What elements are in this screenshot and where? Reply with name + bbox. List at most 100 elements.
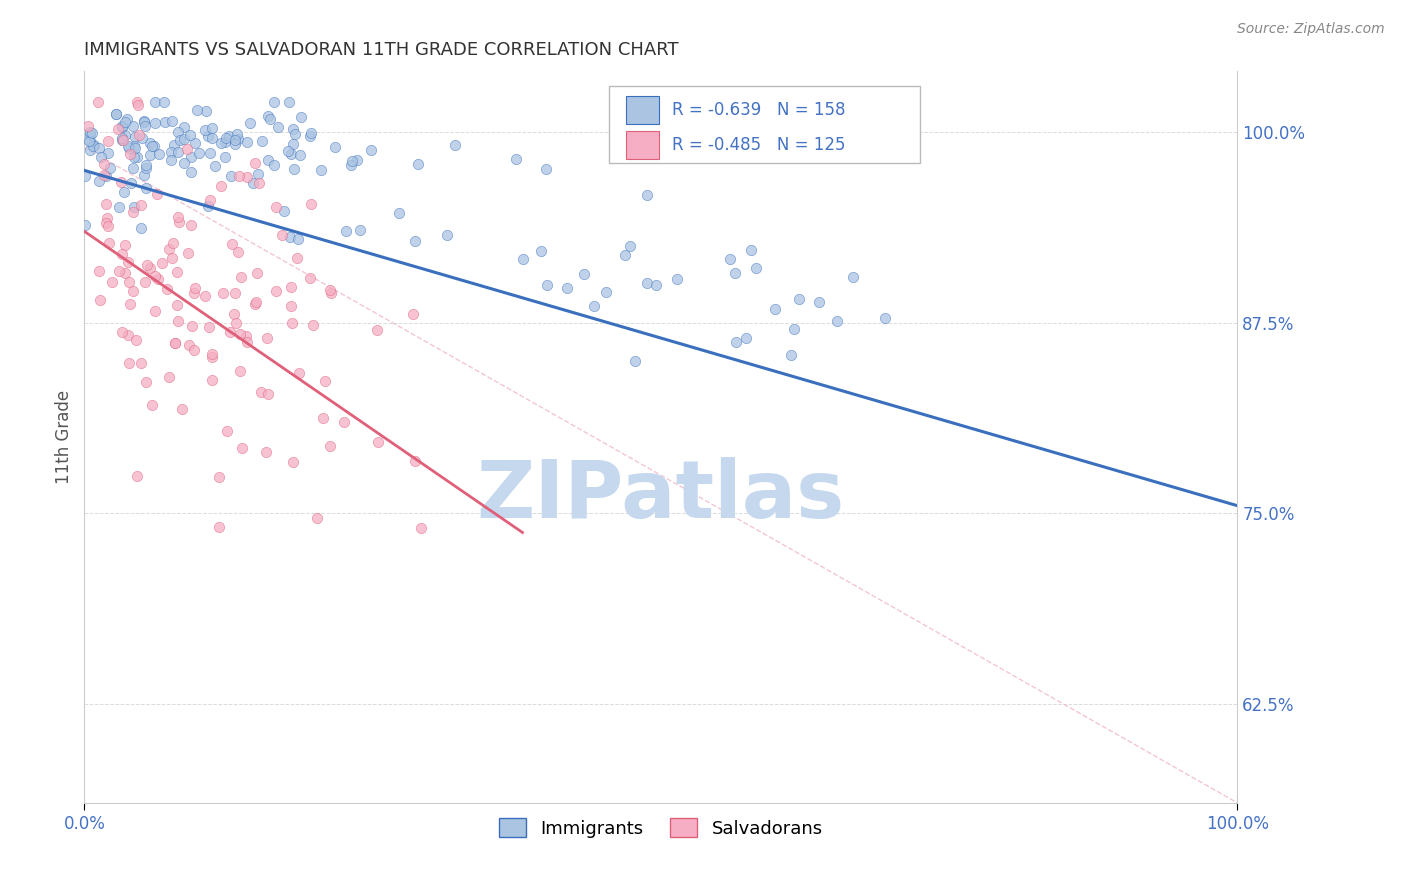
- Point: [98, 161, 121, 175]
- Point: [218, 128, 240, 143]
- Point: [197, 320, 219, 334]
- Point: [82, 139, 104, 153]
- Point: [131, 131, 153, 145]
- Point: [665, 272, 688, 286]
- Point: [745, 260, 768, 275]
- Point: [198, 145, 221, 160]
- Point: [173, 120, 195, 135]
- Point: [277, 145, 299, 159]
- Point: [250, 134, 273, 148]
- Point: [176, 246, 198, 260]
- Point: [76, 119, 98, 133]
- Point: [114, 238, 136, 252]
- Point: [284, 128, 307, 142]
- Point: [218, 325, 240, 339]
- Point: [231, 441, 253, 455]
- Point: [166, 265, 188, 279]
- Point: [180, 165, 202, 179]
- Point: [224, 285, 246, 300]
- Point: [242, 176, 264, 190]
- Point: [201, 373, 224, 387]
- Point: [201, 347, 224, 361]
- Point: [134, 119, 156, 133]
- Point: [166, 210, 188, 224]
- Point: [229, 364, 252, 378]
- Point: [212, 286, 235, 301]
- Point: [108, 200, 131, 214]
- Point: [111, 247, 134, 261]
- Point: [110, 175, 132, 189]
- Point: [145, 186, 167, 201]
- Point: [96, 211, 118, 225]
- Point: [209, 179, 232, 194]
- Point: [280, 147, 302, 161]
- Point: [167, 145, 190, 159]
- Text: Source: ZipAtlas.com: Source: ZipAtlas.com: [1237, 22, 1385, 37]
- Point: [194, 289, 217, 303]
- FancyBboxPatch shape: [626, 96, 658, 124]
- Point: [198, 193, 221, 207]
- Point: [94, 169, 117, 183]
- Point: [89, 293, 111, 308]
- Point: [595, 285, 617, 299]
- Point: [141, 398, 163, 412]
- Point: [215, 425, 238, 439]
- Point: [280, 299, 302, 313]
- Point: [335, 224, 357, 238]
- Point: [231, 270, 253, 285]
- Point: [165, 336, 187, 351]
- Point: [129, 198, 152, 212]
- Point: [132, 114, 155, 128]
- Point: [245, 295, 267, 310]
- Point: [139, 260, 162, 275]
- Point: [139, 148, 162, 162]
- Point: [342, 154, 364, 169]
- Point: [333, 416, 356, 430]
- Point: [180, 151, 202, 165]
- Point: [287, 232, 309, 246]
- Point: [89, 141, 111, 155]
- Point: [125, 333, 148, 347]
- Point: [176, 142, 198, 156]
- Point: [124, 139, 146, 153]
- Point: [875, 311, 897, 326]
- Point: [236, 334, 259, 349]
- Point: [124, 141, 146, 155]
- Point: [104, 107, 127, 121]
- Point: [319, 283, 342, 297]
- Point: [97, 219, 120, 233]
- Point: [299, 196, 322, 211]
- Point: [572, 267, 595, 281]
- Point: [436, 228, 458, 243]
- Point: [740, 244, 762, 258]
- Point: [250, 385, 273, 400]
- Point: [763, 302, 786, 317]
- Point: [263, 158, 285, 172]
- Point: [257, 153, 280, 167]
- Point: [153, 114, 176, 128]
- Point: [163, 137, 186, 152]
- Point: [165, 336, 187, 351]
- Point: [299, 128, 322, 143]
- Point: [246, 167, 269, 181]
- Point: [132, 169, 155, 183]
- Point: [128, 128, 150, 142]
- Point: [270, 228, 292, 243]
- Point: [204, 160, 226, 174]
- Point: [224, 136, 246, 151]
- Point: [108, 264, 131, 278]
- Point: [94, 197, 117, 211]
- Point: [105, 107, 128, 121]
- Point: [236, 170, 259, 185]
- Point: [97, 135, 120, 149]
- Point: [166, 314, 188, 328]
- Point: [117, 139, 139, 153]
- Point: [301, 318, 323, 333]
- Point: [290, 110, 312, 124]
- Point: [124, 130, 146, 145]
- Point: [124, 200, 146, 214]
- Point: [367, 435, 389, 450]
- Point: [309, 163, 332, 178]
- Point: [134, 275, 156, 289]
- Point: [280, 280, 302, 294]
